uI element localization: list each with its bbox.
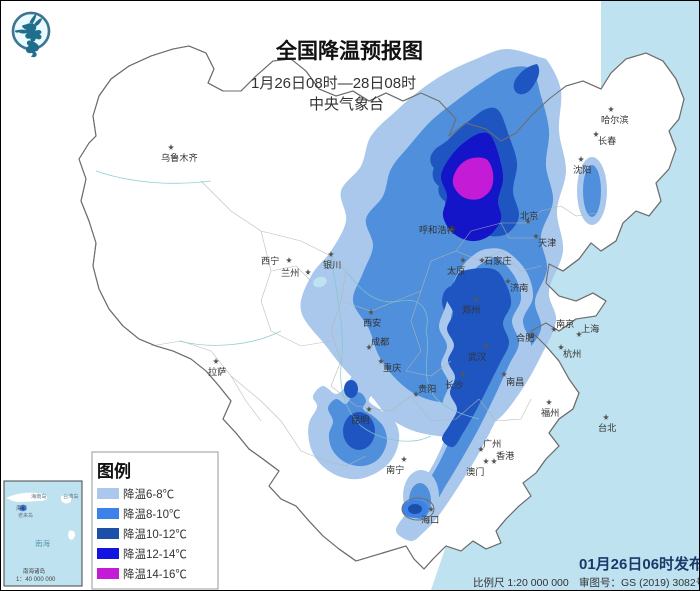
svg-text:重庆: 重庆 [383,362,401,373]
svg-text:呼和浩特: 呼和浩特 [419,224,456,235]
svg-text:长春: 长春 [598,135,616,146]
svg-text:沈阳: 沈阳 [573,164,591,175]
svg-text:济南: 济南 [510,282,528,293]
svg-text:合肥: 合肥 [516,332,534,343]
svg-text:郑州: 郑州 [462,304,480,315]
svg-text:南宁: 南宁 [386,464,404,475]
svg-text:海口: 海口 [421,514,439,525]
svg-text:太原: 太原 [447,265,465,276]
svg-text:哈尔滨: 哈尔滨 [601,114,629,125]
svg-text:石家庄: 石家庄 [484,255,512,266]
svg-text:澳门: 澳门 [466,466,484,477]
svg-text:银川: 银川 [323,259,341,270]
svg-text:台北: 台北 [598,422,616,433]
svg-text:长沙: 长沙 [445,379,463,390]
svg-text:武汉: 武汉 [468,351,486,362]
svg-text:拉萨: 拉萨 [208,366,226,377]
svg-text:广州: 广州 [483,438,501,449]
svg-text:天津: 天津 [538,238,556,248]
svg-text:福州: 福州 [541,407,559,418]
svg-text:兰州: 兰州 [281,267,299,278]
svg-text:香港: 香港 [496,450,514,461]
svg-text:西宁: 西宁 [261,255,279,266]
svg-text:杭州: 杭州 [563,348,581,359]
svg-text:南昌: 南昌 [506,376,524,387]
svg-text:上海: 上海 [581,323,599,334]
svg-text:成都: 成都 [371,336,389,347]
svg-text:西安: 西安 [363,317,381,328]
svg-text:贵阳: 贵阳 [418,383,436,394]
svg-text:乌鲁木齐: 乌鲁木齐 [161,152,198,163]
svg-text:南京: 南京 [556,318,574,329]
svg-text:北京: 北京 [520,210,538,221]
svg-text:昆明: 昆明 [351,415,369,425]
